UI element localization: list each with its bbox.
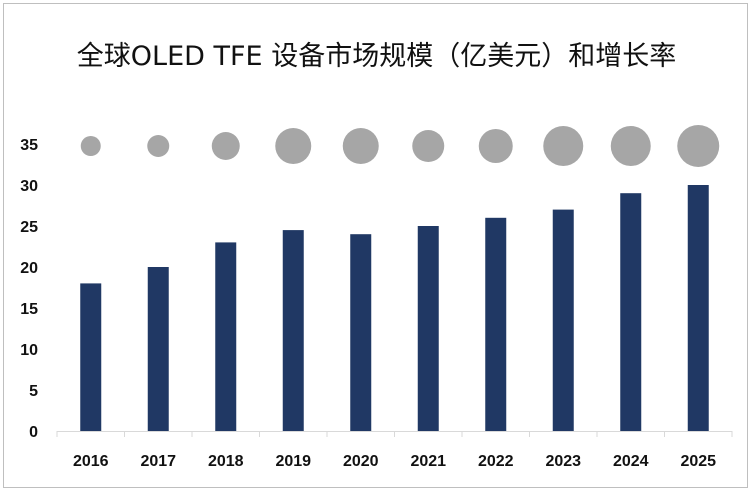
x-tick-label: 2018 (208, 453, 244, 470)
bubble (677, 125, 720, 167)
bar (350, 234, 372, 431)
bar (80, 283, 102, 431)
bar (485, 217, 507, 431)
y-tick-label: 25 (20, 219, 38, 236)
y-tick-label: 0 (29, 424, 38, 441)
y-tick-label: 5 (29, 383, 38, 400)
x-tick-label: 2021 (410, 453, 446, 470)
bubble (147, 135, 170, 157)
bubble (80, 136, 101, 156)
chart-frame (3, 3, 748, 488)
bubble (211, 132, 240, 160)
bar (282, 230, 304, 431)
x-tick-label: 2020 (343, 453, 379, 470)
bar (620, 193, 642, 431)
x-tick-label: 2025 (680, 453, 716, 470)
bar (417, 226, 439, 431)
chart-title: 全球OLED TFE 设备市场规模（亿美元）和增长率 (76, 41, 677, 72)
y-tick-label: 20 (20, 260, 38, 277)
y-tick-label: 15 (20, 301, 38, 318)
y-tick-label: 10 (20, 342, 38, 359)
bubble (342, 128, 379, 164)
bubble (275, 128, 312, 164)
bubble (543, 126, 584, 166)
x-tick-label: 2024 (613, 453, 649, 470)
bubble (478, 129, 513, 163)
bar (687, 185, 709, 431)
x-tick-label: 2023 (545, 453, 581, 470)
y-tick-label: 35 (20, 137, 38, 154)
bubble (412, 130, 445, 162)
bar (552, 209, 574, 431)
x-tick-label: 2019 (275, 453, 311, 470)
bubble (610, 126, 651, 166)
x-tick-label: 2022 (478, 453, 514, 470)
y-tick-label: 30 (20, 178, 38, 195)
x-tick-label: 2017 (140, 453, 176, 470)
bar (147, 267, 169, 431)
x-tick-label: 2016 (73, 453, 109, 470)
bar (215, 242, 237, 431)
